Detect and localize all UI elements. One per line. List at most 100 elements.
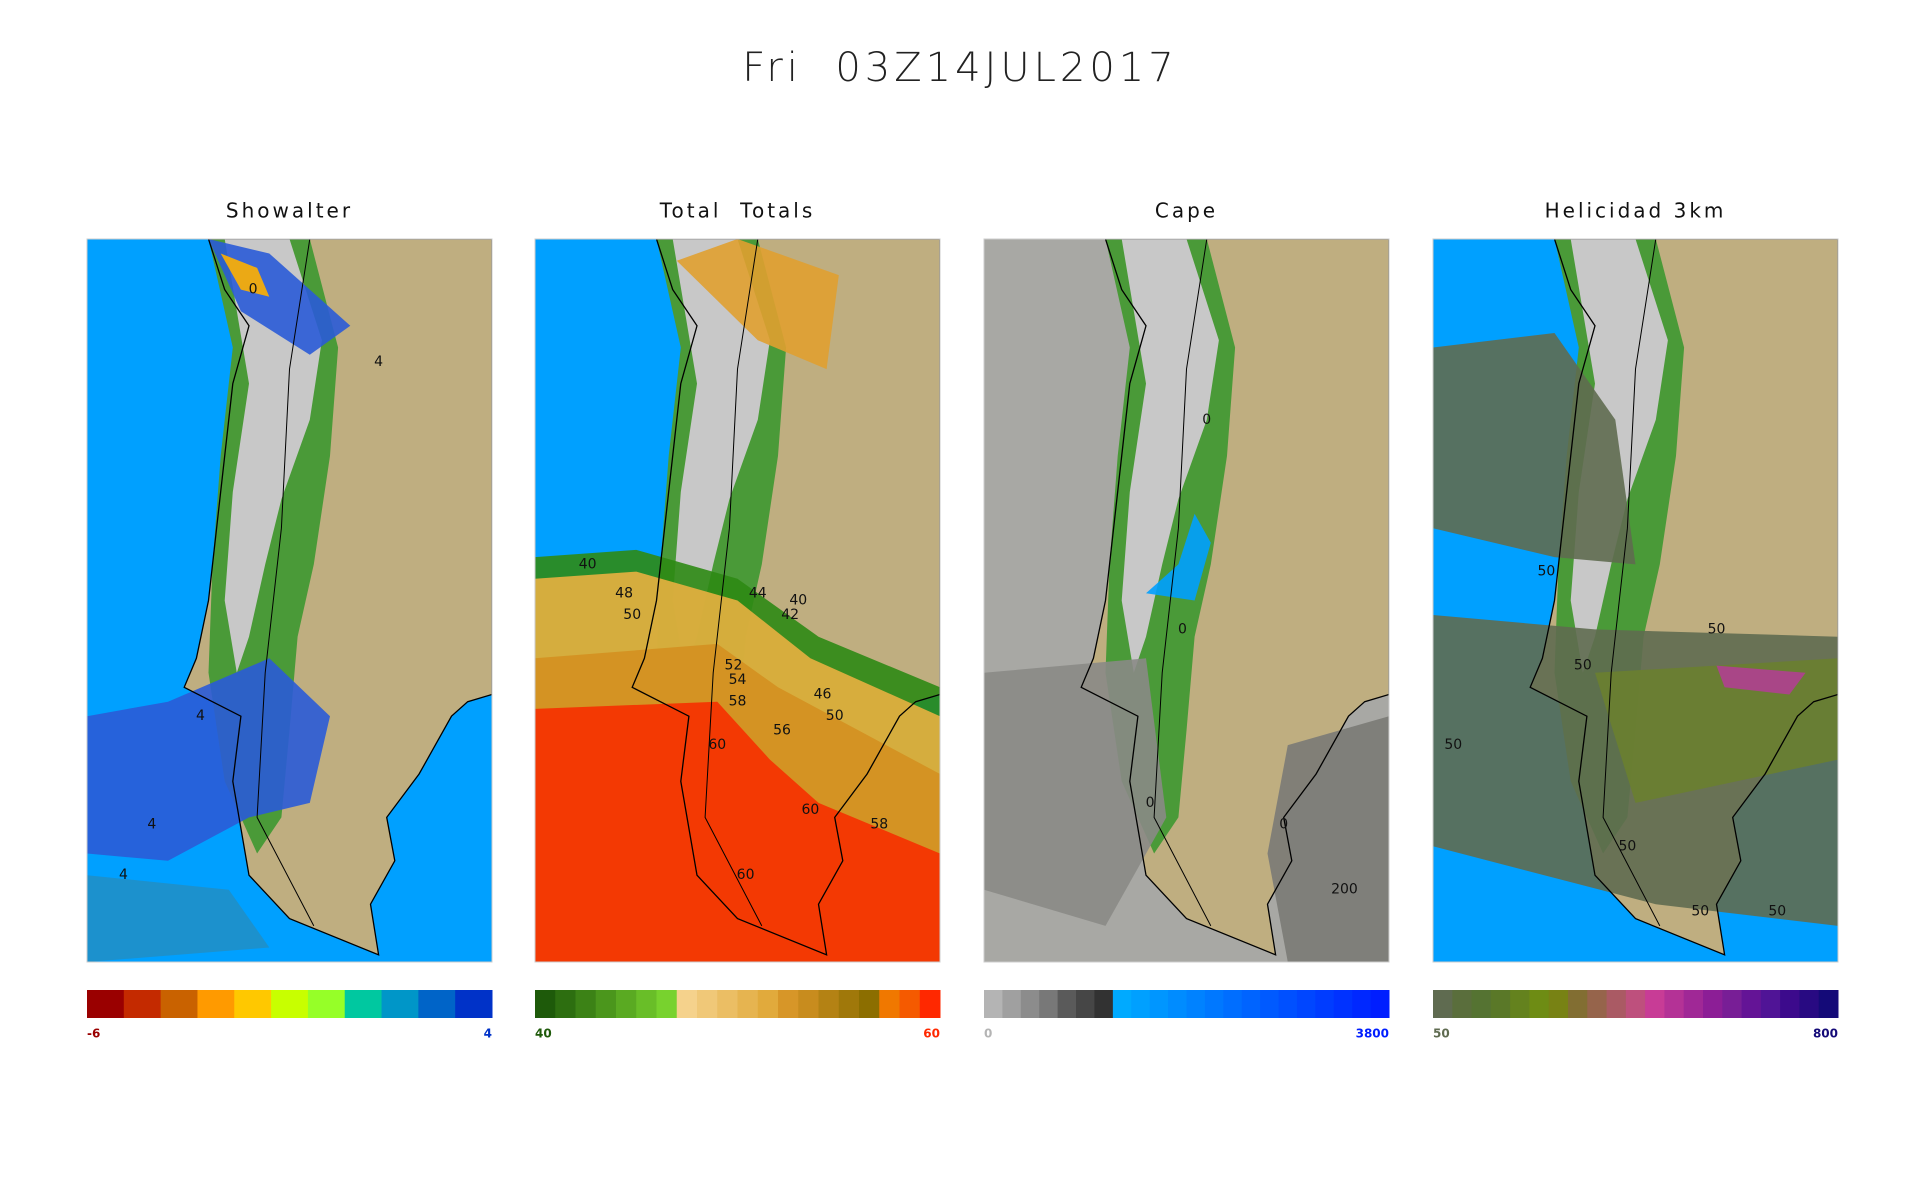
panel-title: Showalter [226, 199, 353, 223]
colorbar-swatch [418, 990, 456, 1018]
contour-label: 50 [1691, 903, 1709, 919]
colorbar-swatch [1760, 990, 1781, 1018]
contour-label: 0 [1202, 412, 1211, 428]
field-overlay [220, 253, 270, 297]
contour-label: 50 [826, 708, 844, 724]
contour-label: 60 [737, 867, 755, 883]
contour-label: 4 [147, 817, 156, 833]
field-overlay [1267, 716, 1389, 962]
colorbar-swatch [123, 990, 162, 1018]
map-panel: 0 0 0 0 200 [984, 239, 1389, 962]
colorbar-swatch [838, 990, 860, 1018]
scale-max: 60 [923, 1027, 940, 1041]
field-overlay [1595, 658, 1838, 803]
colorbar-swatch [636, 990, 657, 1018]
colorbar-swatch [1452, 990, 1473, 1018]
colorbar-swatch [899, 990, 921, 1018]
field-overlay [1146, 513, 1211, 601]
colorbar-swatch [616, 990, 637, 1018]
contour-label: 200 [1331, 882, 1358, 898]
colorbar-swatch [160, 990, 198, 1018]
colorbar-swatch [717, 990, 738, 1018]
colorbar-swatch [1002, 990, 1022, 1018]
colorbar-swatch [1606, 990, 1627, 1018]
colorbar-swatch [197, 990, 235, 1018]
colorbar-swatch [535, 990, 556, 1018]
colorbar-swatch [1352, 990, 1372, 1018]
colorbar-swatch [656, 990, 678, 1018]
scale-max: 800 [1813, 1027, 1838, 1041]
colorbar-swatch [879, 990, 900, 1018]
colorbar-swatch [271, 990, 309, 1018]
colorbar-swatch [1204, 990, 1224, 1018]
colorbar-swatch [1076, 990, 1095, 1018]
colorbar-swatch [1587, 990, 1608, 1018]
contour-label: 0 [1146, 795, 1155, 811]
colorbar-swatch [1799, 990, 1820, 1018]
colorbar-swatch [1057, 990, 1077, 1018]
colorbar-swatch [1741, 990, 1762, 1018]
colorbar-swatch [919, 990, 941, 1018]
scale-min: 50 [1433, 1027, 1450, 1041]
panel-title: Total Totals [659, 199, 816, 223]
contour-label: 60 [801, 802, 819, 818]
colorbar-swatch [1020, 990, 1040, 1018]
scale-min: 40 [535, 1027, 552, 1041]
field-overlay [87, 875, 270, 962]
map-panel: 50 50 50 50 50 50 50 [1433, 239, 1838, 962]
colorbar-swatch [1722, 990, 1743, 1018]
colorbar-swatch [1223, 990, 1243, 1018]
scale-max: 4 [484, 1027, 492, 1041]
field-overlay [87, 658, 330, 861]
scale-min: -6 [87, 1027, 100, 1041]
contour-label: 50 [1537, 564, 1555, 580]
colorbar-swatch [1039, 990, 1059, 1018]
colorbar-swatch [1149, 990, 1169, 1018]
colorbar-swatch [1333, 990, 1353, 1018]
colorbar-swatch [984, 990, 1003, 1018]
colorbar-swatch [1433, 990, 1453, 1018]
colorbar-swatch [1112, 990, 1132, 1018]
contour-label: 4 [374, 354, 383, 370]
contour-label: 54 [729, 672, 747, 688]
colorbar-swatch [575, 990, 597, 1018]
contour-label: 48 [615, 585, 633, 601]
coastline [631, 239, 940, 956]
andes-peaks [224, 239, 322, 673]
border [704, 239, 763, 927]
contour-label: 58 [729, 694, 747, 710]
contour-label: 4 [196, 708, 205, 724]
contour-label: 44 [749, 585, 767, 601]
colorbar-swatch [381, 990, 419, 1018]
colorbar-swatch [1186, 990, 1206, 1018]
panel-title: Cape [1155, 199, 1218, 223]
panel-title: Helicidad 3km [1545, 199, 1727, 223]
colorbar-swatch [1703, 990, 1723, 1018]
colorbar-swatch [344, 990, 383, 1018]
panel-frame [1432, 238, 1839, 963]
field-overlay [1433, 333, 1636, 565]
colorbar-swatch [307, 990, 346, 1018]
contour-label: 50 [1574, 658, 1592, 674]
colorbar-swatch [1529, 990, 1550, 1018]
colorbar-swatch [1490, 990, 1511, 1018]
contour-label: 42 [781, 607, 799, 623]
coastline [1529, 239, 1838, 956]
colorbar-swatch [1645, 990, 1665, 1018]
colorbar-swatch [697, 990, 718, 1018]
colorbar-swatch [1315, 990, 1335, 1018]
border [256, 239, 315, 927]
contour-label: 46 [814, 686, 832, 702]
colorbar-swatch [1471, 990, 1492, 1018]
field-overlay [535, 701, 940, 962]
contour-label: 0 [1178, 621, 1187, 637]
colorbar-swatch [1260, 990, 1280, 1018]
colorbar-swatch [757, 990, 779, 1018]
contour-label: 60 [708, 737, 726, 753]
colorbar-swatch [1370, 990, 1390, 1018]
colorbar-swatch [87, 990, 125, 1018]
field-overlay [676, 239, 839, 370]
colorbar-swatch [1683, 990, 1704, 1018]
